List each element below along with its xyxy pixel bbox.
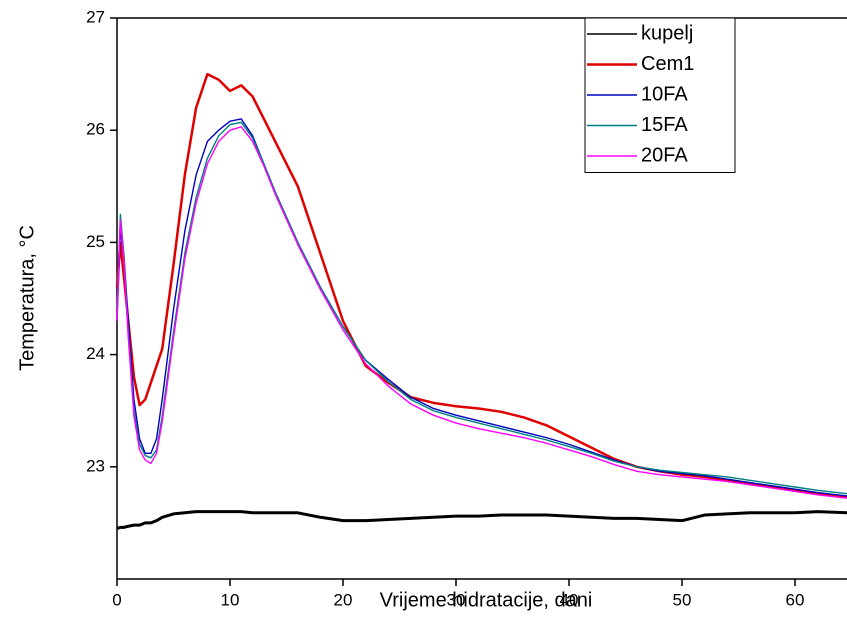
y-tick-label: 24 bbox=[86, 344, 105, 363]
x-tick-label: 40 bbox=[560, 590, 579, 609]
y-axis-label: Temperatura, °C bbox=[16, 225, 38, 371]
x-tick-label: 50 bbox=[673, 590, 692, 609]
legend: kupelj Cem1 10FA 15FA 20FA bbox=[584, 17, 736, 173]
series-line bbox=[116, 510, 847, 530]
legend-label: 10FA bbox=[641, 83, 688, 105]
x-axis-label: Vrijeme hidratacije, dani bbox=[380, 589, 593, 611]
legend-label: Cem1 bbox=[641, 53, 694, 75]
series-line bbox=[116, 118, 847, 497]
y-tick-label: 26 bbox=[86, 120, 105, 139]
x-tick-label: 30 bbox=[447, 590, 466, 609]
legend-label: kupelj bbox=[641, 22, 693, 44]
y-tick-label: 23 bbox=[86, 456, 105, 475]
legend-label: 20FA bbox=[641, 144, 688, 166]
x-tick-label: 0 bbox=[112, 590, 121, 609]
legend-label: 15FA bbox=[641, 114, 688, 136]
y-tick-label: 27 bbox=[86, 7, 105, 26]
x-tick-label: 20 bbox=[334, 590, 353, 609]
x-tick-label: 60 bbox=[786, 590, 805, 609]
series-line bbox=[116, 121, 847, 495]
y-tick-label: 25 bbox=[86, 232, 105, 251]
series-line bbox=[116, 126, 847, 499]
series-line bbox=[115, 72, 847, 499]
x-tick-label: 10 bbox=[221, 590, 240, 609]
